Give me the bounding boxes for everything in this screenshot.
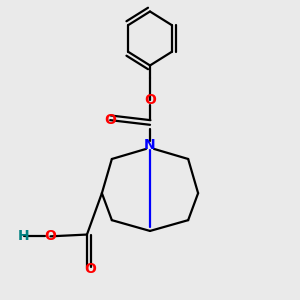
Text: N: N	[144, 138, 156, 152]
Text: O: O	[44, 229, 56, 243]
Text: O: O	[84, 262, 96, 276]
Text: H: H	[18, 229, 30, 243]
Text: O: O	[144, 93, 156, 106]
Text: O: O	[104, 113, 116, 127]
